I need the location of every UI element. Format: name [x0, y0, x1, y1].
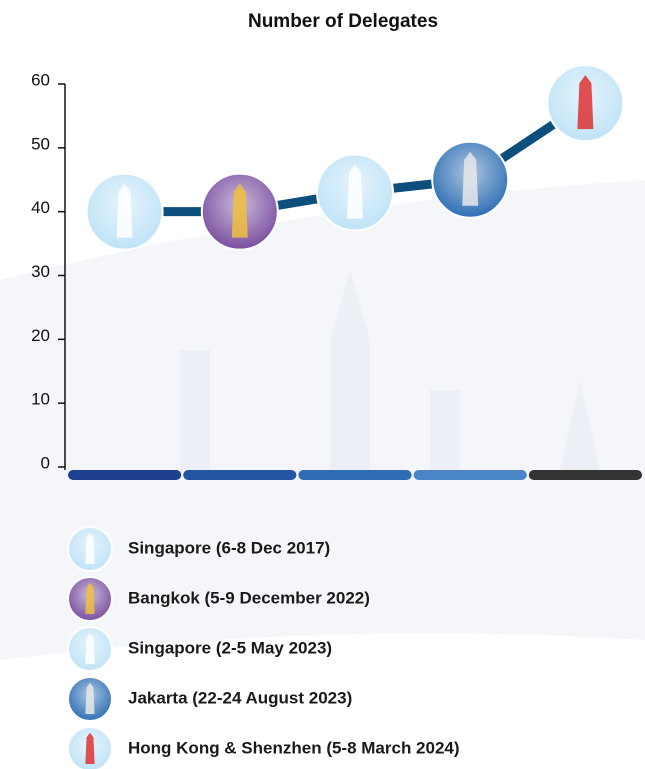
icon-figure [85, 732, 95, 765]
point-icon [67, 526, 113, 572]
icon-figure [347, 164, 363, 219]
chart-title: Number of Delegates [248, 11, 438, 32]
point-icon [67, 576, 113, 622]
background-shape [0, 180, 645, 660]
icon-figure [85, 632, 95, 665]
icon-figure [85, 682, 95, 715]
icon-figure [231, 183, 248, 238]
point-icon [85, 172, 164, 251]
y-tick-label: 20 [31, 326, 50, 345]
point-icon [316, 153, 394, 232]
point-icon [546, 64, 625, 143]
legend-label: Singapore (6-8 Dec 2017) [128, 538, 330, 557]
point-icon [67, 676, 113, 722]
icon-figure [85, 532, 95, 565]
point-icon [67, 626, 113, 672]
legend-label: Bangkok (5-9 December 2022) [128, 588, 370, 607]
y-tick-label: 40 [31, 198, 50, 217]
icon-figure [577, 75, 594, 130]
icon-figure [462, 151, 479, 206]
y-tick-label: 10 [31, 390, 50, 409]
y-tick-label: 60 [31, 70, 50, 89]
point-icon [431, 140, 510, 219]
icon-figure [116, 183, 133, 238]
point-icon [67, 726, 113, 769]
icon-figure [85, 582, 95, 615]
legend-label: Singapore (2-5 May 2023) [128, 638, 332, 657]
y-tick-label: 50 [31, 134, 50, 153]
legend-label: Hong Kong & Shenzhen (5-8 March 2024) [128, 738, 460, 757]
point-icon [200, 172, 279, 251]
y-tick-label: 30 [31, 262, 50, 281]
y-tick-label: 0 [41, 453, 50, 472]
legend-label: Jakarta (22-24 August 2023) [128, 688, 352, 707]
